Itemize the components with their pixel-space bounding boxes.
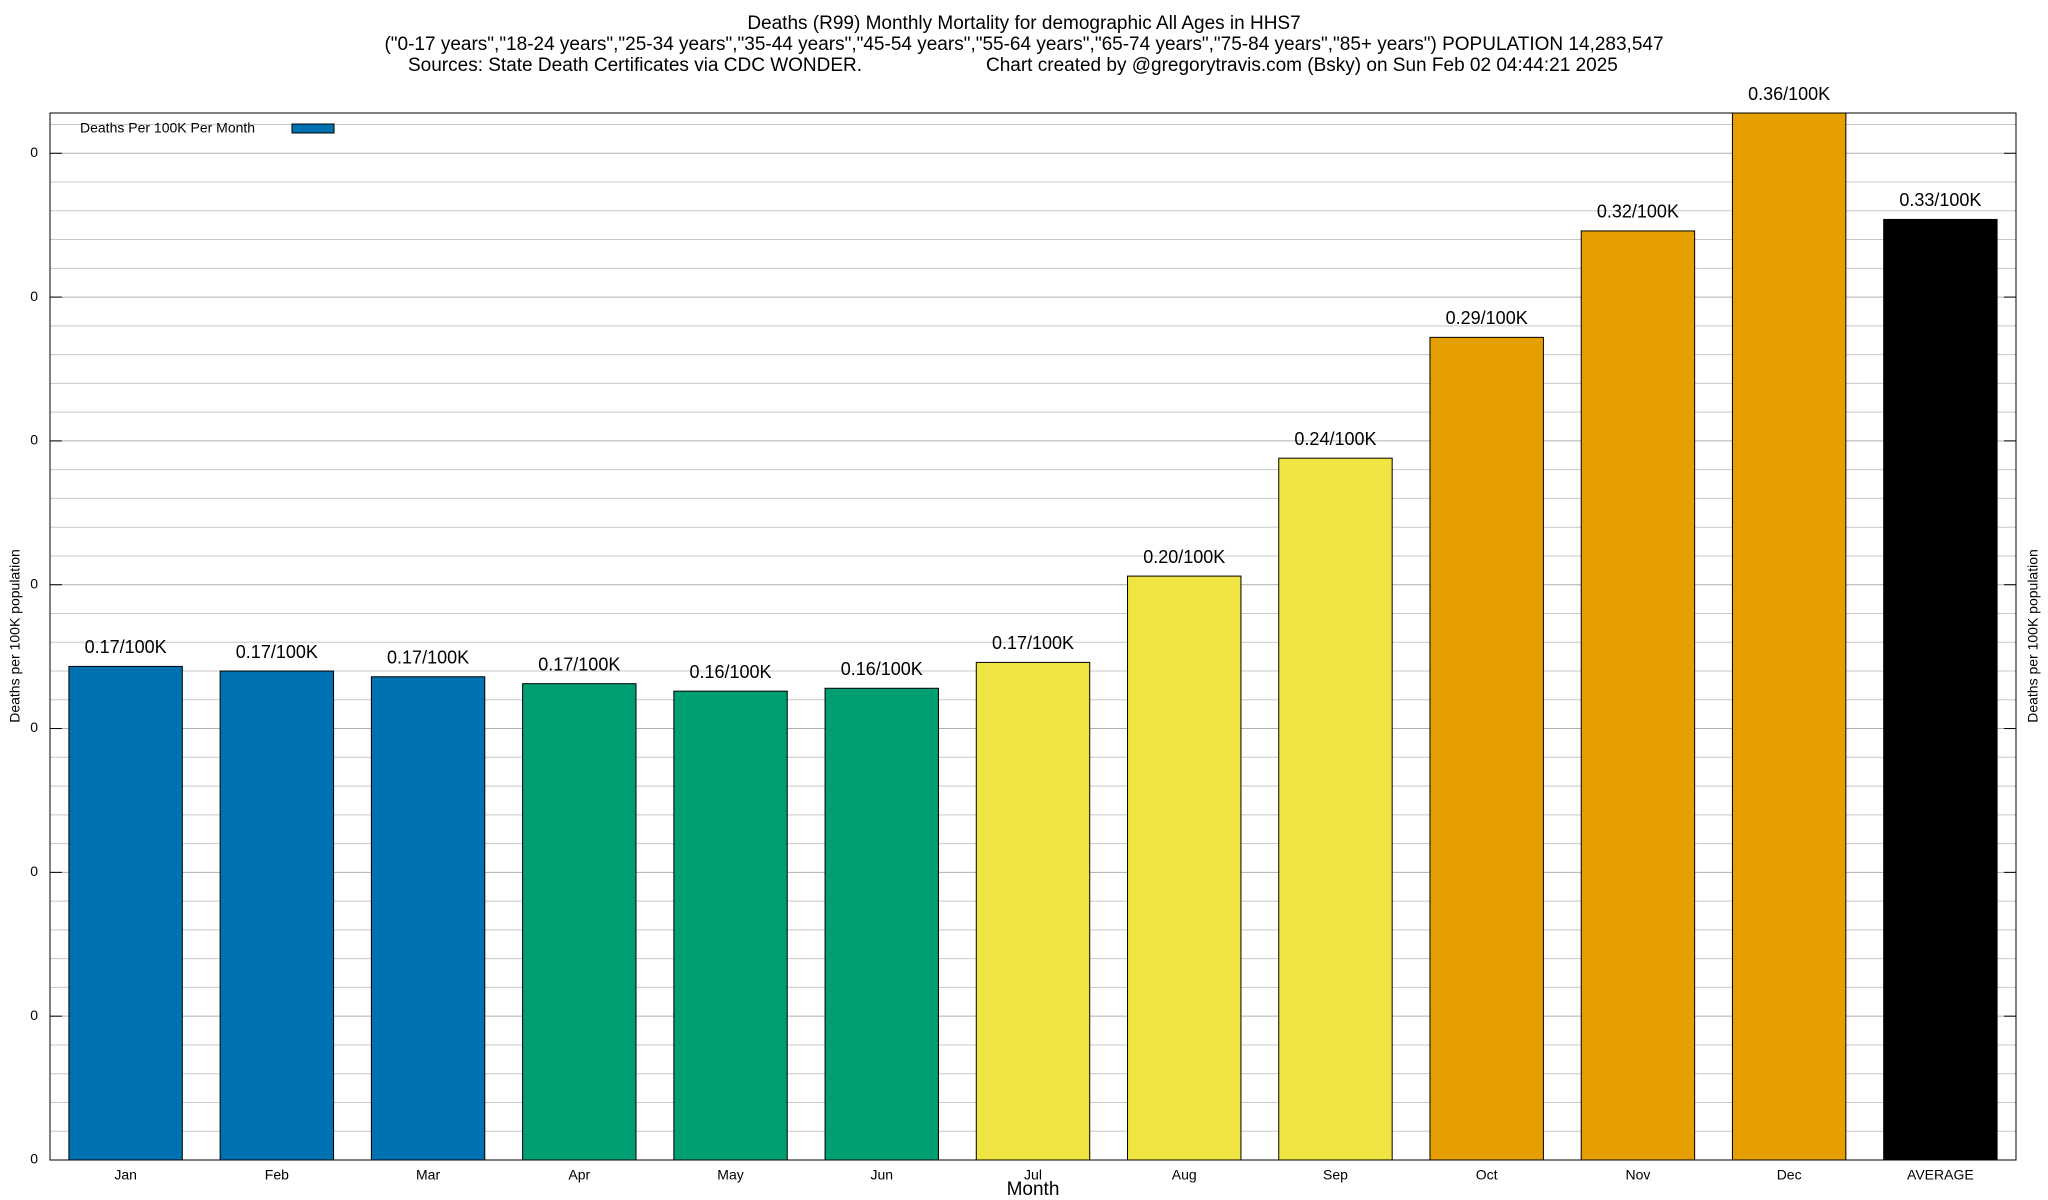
value-label: 0.20/100K [1143,547,1225,567]
y2-axis-label: Deaths per 100K population [2025,549,2041,723]
value-label: 0.33/100K [1899,190,1981,210]
bar [673,690,788,1161]
value-label: 0.32/100K [1597,202,1679,222]
bar [1278,457,1393,1161]
bar [1429,336,1544,1161]
x-tick-label: Apr [568,1167,590,1183]
bar [1883,218,1998,1161]
value-label: 0.16/100K [841,659,923,679]
value-label: 0.17/100K [236,642,318,662]
bar [1580,230,1696,1161]
y-tick-label: 0 [30,432,38,448]
x-tick-label: Sep [1323,1167,1348,1183]
y-axis-label: Deaths per 100K population [7,549,23,723]
bar [68,665,183,1161]
x-axis-label: Month [1007,1179,1060,1200]
legend-swatch [291,123,335,134]
x-tick-label: Dec [1777,1167,1802,1183]
x-tick-label: Nov [1625,1167,1650,1183]
value-label: 0.17/100K [992,633,1074,653]
bar [370,676,486,1161]
legend-label: Deaths Per 100K Per Month [80,120,255,136]
bar [522,683,637,1161]
x-tick-label: May [717,1167,743,1183]
y-tick-label: 0 [30,575,38,591]
bar [219,670,335,1161]
value-label: 0.17/100K [538,654,620,674]
bar [1127,575,1242,1161]
credit: Chart created by @gregorytravis.com (Bsk… [986,55,1618,76]
y-tick-label: 0 [30,863,38,879]
y-tick-label: 0 [30,288,38,304]
bar [975,661,1091,1161]
y-tick-label: 0 [30,1007,38,1023]
value-label: 0.29/100K [1446,308,1528,328]
bar [1731,112,1847,1161]
x-tick-label: Aug [1172,1167,1197,1183]
x-tick-label: Jul [1024,1167,1042,1183]
value-label: 0.17/100K [387,648,469,668]
source: Sources: State Death Certificates via CD… [408,55,862,76]
x-tick-label: Jan [114,1167,137,1183]
y-tick-label: 0 [30,1151,38,1167]
x-tick-label: Feb [265,1167,289,1183]
y-tick-label: 0 [30,719,38,735]
value-label: 0.36/100K [1748,84,1830,104]
value-label: 0.24/100K [1294,429,1376,449]
x-tick-label: Mar [416,1167,440,1183]
bar [824,687,939,1161]
value-label: 0.17/100K [85,637,167,657]
chart-subtitle: ("0-17 years","18-24 years","25-34 years… [384,34,1663,55]
x-tick-label: Jun [870,1167,893,1183]
y-tick-label: 0 [30,144,38,160]
chart-title: Deaths (R99) Monthly Mortality for demog… [747,13,1300,34]
value-label: 0.16/100K [689,662,771,682]
x-tick-label: AVERAGE [1907,1167,1974,1183]
x-tick-label: Oct [1476,1167,1498,1183]
